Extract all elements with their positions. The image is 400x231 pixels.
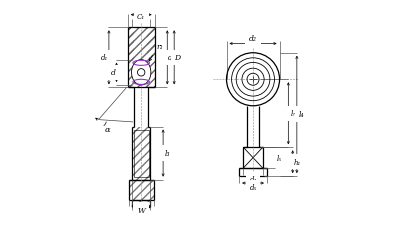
- Text: l₇: l₇: [290, 110, 296, 118]
- Text: d₅: d₅: [250, 183, 257, 191]
- Text: α: α: [104, 126, 110, 134]
- Bar: [128, 180, 154, 201]
- Text: l₅: l₅: [276, 154, 282, 162]
- Text: D: D: [174, 54, 181, 62]
- Bar: [146, 28, 154, 88]
- Circle shape: [138, 69, 145, 77]
- Text: d₂: d₂: [249, 35, 257, 43]
- Text: r₁: r₁: [157, 43, 164, 51]
- Bar: [128, 28, 154, 60]
- Text: d: d: [110, 69, 115, 77]
- Text: d₁: d₁: [101, 54, 108, 62]
- Ellipse shape: [132, 60, 151, 86]
- Text: W: W: [137, 206, 145, 214]
- Text: dₖ: dₖ: [168, 54, 175, 62]
- Text: C₁: C₁: [137, 13, 145, 21]
- Bar: [132, 127, 150, 180]
- Text: d₄: d₄: [250, 175, 257, 183]
- Text: h₁: h₁: [294, 158, 301, 166]
- Text: d₃: d₃: [138, 210, 145, 218]
- Text: l₃: l₃: [165, 149, 170, 157]
- Bar: [128, 28, 134, 88]
- Bar: [132, 201, 150, 207]
- Text: l₄: l₄: [299, 111, 304, 119]
- Bar: [128, 86, 154, 88]
- Text: B: B: [138, 7, 144, 15]
- Bar: [132, 60, 151, 86]
